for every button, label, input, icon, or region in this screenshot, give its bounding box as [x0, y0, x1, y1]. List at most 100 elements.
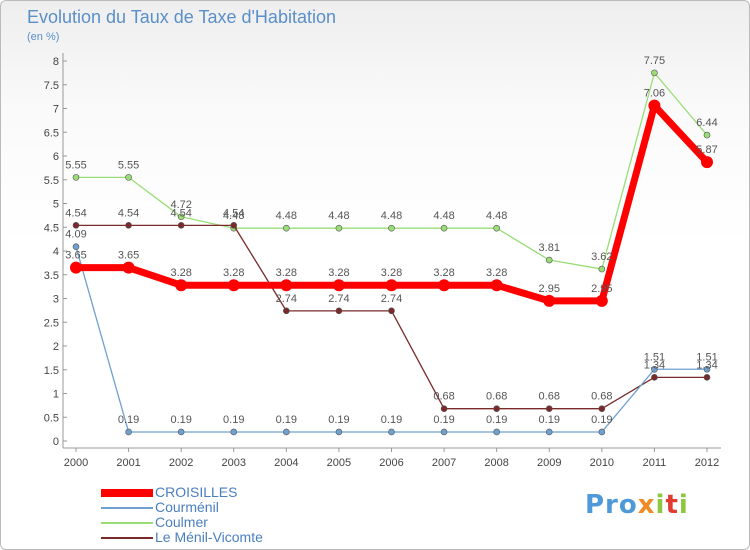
data-label: 0.68 [591, 391, 612, 403]
data-label: 3.65 [65, 250, 86, 262]
series-point [493, 428, 500, 436]
data-label: 4.54 [65, 207, 86, 219]
data-label: 0.19 [486, 414, 507, 426]
x-tick-label: 2008 [484, 457, 508, 469]
x-tick-label: 2012 [695, 457, 719, 469]
data-label: 3.81 [539, 242, 560, 254]
logo-part: i [678, 490, 689, 520]
series-point [385, 279, 398, 292]
data-label: 3.28 [170, 267, 191, 279]
data-label: 3.62 [591, 251, 612, 263]
logo-part: t [665, 490, 679, 520]
series-point [490, 279, 503, 292]
data-label: 1.51 [644, 351, 665, 363]
y-tick-label: 7 [53, 104, 59, 116]
y-tick-label: 5 [53, 199, 59, 211]
series-point [388, 224, 395, 232]
legend-swatch-courmenil [101, 507, 153, 509]
series-point [122, 261, 135, 274]
data-label: 3.28 [433, 267, 454, 279]
data-label: 2.95 [539, 283, 560, 295]
x-tick-label: 2005 [327, 457, 351, 469]
series-point [545, 428, 553, 436]
data-label: 0.68 [433, 391, 454, 403]
y-tick-label: 6.5 [44, 127, 59, 139]
data-label: 4.48 [433, 210, 454, 222]
series-point [595, 294, 608, 307]
data-label: 0.19 [276, 414, 297, 426]
data-label: 0.19 [170, 414, 191, 426]
series-point [175, 279, 188, 292]
data-label: 4.09 [65, 229, 86, 241]
series-point [125, 174, 132, 181]
data-label: 2.74 [328, 293, 349, 305]
data-label: 0.19 [381, 414, 402, 426]
y-tick-label: 4 [53, 246, 59, 258]
series-point [438, 279, 451, 292]
series-point [651, 69, 658, 77]
series-point [440, 428, 448, 436]
series-point [230, 428, 238, 436]
series-point [703, 131, 711, 139]
series-point [332, 279, 345, 292]
data-label: 0.19 [118, 414, 139, 426]
y-tick-label: 3.5 [44, 270, 59, 282]
legend-label-le-menil-vicomte: Le Ménil-Vicomte [155, 529, 263, 545]
series-point [335, 428, 343, 436]
data-label: 6.44 [696, 117, 717, 129]
chart-title: Evolution du Taux de Taxe d'Habitation [27, 7, 336, 27]
series-point [72, 222, 80, 229]
data-label: 1.34 [696, 359, 717, 371]
series-point [598, 265, 606, 273]
proxiti-logo: Proxiti [585, 490, 689, 520]
logo-part: i [655, 490, 666, 520]
y-tick-label: 1.5 [44, 365, 59, 377]
data-label: 3.28 [486, 267, 507, 279]
data-label: 4.54 [118, 207, 139, 219]
logo-part: Pro [585, 490, 638, 520]
series-point [598, 428, 606, 436]
series-point [545, 405, 553, 413]
legend-swatch-le-menil-vicomte [101, 537, 153, 539]
y-tick-label: 4.5 [44, 222, 59, 234]
x-tick-label: 2002 [169, 457, 193, 469]
data-label: 2.74 [381, 293, 402, 305]
series-point [493, 405, 500, 413]
series-point [177, 222, 185, 229]
data-label: 0.19 [591, 414, 612, 426]
data-label: 0.68 [486, 391, 507, 403]
y-tick-label: 2.5 [44, 317, 59, 329]
series-point [70, 261, 82, 274]
series-point [545, 256, 553, 264]
series-point [703, 365, 711, 373]
data-label: 4.54 [170, 207, 191, 219]
logo-part: x [637, 490, 656, 520]
x-tick-label: 2007 [432, 457, 456, 469]
legend-swatch-coulmer [101, 522, 153, 524]
data-label: 0.19 [223, 414, 244, 426]
data-label: 0.19 [328, 414, 349, 426]
series-point [388, 307, 395, 315]
series-point [440, 405, 448, 413]
series-point [651, 365, 658, 373]
x-tick-label: 2009 [537, 457, 561, 469]
data-label: 4.54 [223, 207, 244, 219]
data-label: 2.95 [591, 283, 612, 295]
data-label: 5.87 [696, 144, 717, 156]
legend-label-coulmer: Coulmer [155, 514, 208, 530]
y-tick-label: 2 [53, 341, 59, 353]
data-label: 2.74 [276, 293, 297, 305]
series-point [283, 428, 290, 436]
series-point [177, 213, 185, 221]
series-point [335, 307, 343, 315]
data-label: 1.34 [644, 359, 665, 371]
data-label: 0.68 [539, 391, 560, 403]
series-point [72, 174, 80, 181]
series-point [283, 307, 290, 315]
axes: 0 0.5 1 1.5 2 2.5 3 3.5 4 4.5 5 5.5 6 6.5 7 7.5 8 2000 200… [44, 53, 721, 469]
y-axis-unit-label: (en %) [27, 31, 60, 43]
data-label: 7.06 [644, 88, 665, 100]
series-point [703, 374, 711, 381]
